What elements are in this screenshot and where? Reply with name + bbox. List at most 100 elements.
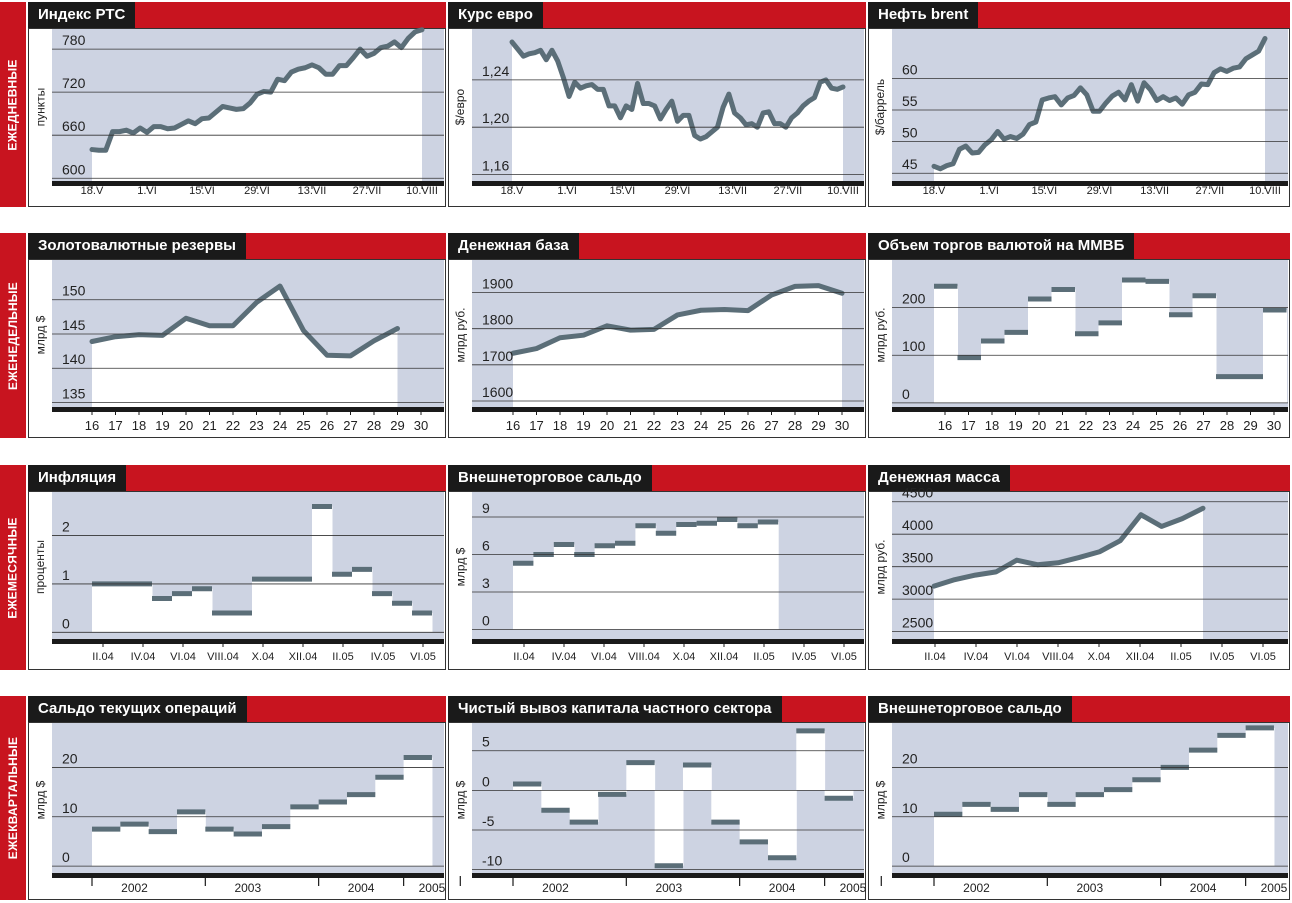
x-tick-label: 17 [108,418,122,433]
step-fill [352,569,373,633]
step-fill [1169,314,1193,403]
y-tick-label: 55 [902,93,918,109]
chart-title: Денежная масса [868,465,1010,491]
row-bar [0,2,26,207]
series-fill [512,42,843,185]
y-tick-label: 1900 [482,276,513,292]
x-tick-label: IV.04 [552,651,577,663]
x-tick-label: 10.VIII [827,185,859,197]
x-tick-label: 26 [741,418,755,433]
x-tick-label: VIII.04 [207,651,239,663]
x-tick-label: 18.V [501,185,524,197]
step-fill [1145,281,1170,403]
x-tick-label: 20 [600,418,614,433]
step-fill [676,524,698,630]
y-tick-label: 3 [482,575,490,591]
y-tick-label: -5 [482,813,495,829]
x-tick-label: IV.05 [1210,651,1235,663]
step-fill [717,519,738,630]
step-fill [261,826,291,867]
step-fill [615,543,636,630]
chart-frame [28,722,446,900]
series-fill [934,508,1203,642]
x-axis-bar [892,181,1288,186]
step-fill [148,831,178,867]
step-fill [252,579,273,633]
x-tick-label: 18.V [923,185,946,197]
step-fill [569,790,599,823]
step-fill [212,612,233,633]
x-tick-label: XII.04 [1126,651,1155,663]
x-tick-label: 21 [1055,418,1069,433]
step-fill [172,593,193,633]
step-fill [176,811,206,867]
x-tick-label: XII.04 [710,651,739,663]
y-tick-label: 135 [62,385,86,401]
y-tick-label: 2 [62,519,70,535]
x-tick-label: IV.05 [792,651,817,663]
y-tick-label: 2500 [902,615,933,631]
step-fill [1245,727,1275,867]
step-fill [1188,750,1218,867]
y-tick-label: 50 [902,125,918,141]
x-tick-label: 24 [1126,418,1140,433]
step-fill [1217,735,1247,867]
step-fill [1047,804,1077,867]
x-tick-label: 2004 [1190,881,1217,895]
x-tick-label: 26 [320,418,334,433]
chart-title: Внешнеторговое сальдо [868,696,1072,722]
y-tick-label: 3500 [902,550,933,566]
x-tick-label: 2005 [419,881,446,895]
step-fill [312,506,333,633]
x-tick-label: 2003 [1076,881,1103,895]
row-bar [0,696,26,900]
chart-frame [28,259,446,438]
series-line [89,283,400,359]
y-tick-label: 660 [62,118,86,134]
x-axis-bar [52,639,444,644]
chart-frame [448,722,866,900]
step-fill [990,809,1020,867]
x-axis-bar [892,873,1288,878]
chart-frame [868,491,1290,670]
y-tick-label: 6 [482,538,490,554]
step-fill [372,593,393,633]
x-tick-label: 29 [1243,418,1257,433]
y-tick-label: 150 [62,283,86,299]
y-tick-label: -10 [482,853,502,869]
x-tick-label: 28 [367,418,381,433]
x-tick-label: VIII.04 [1042,651,1074,663]
x-tick-label: 23 [670,418,684,433]
y-tick-label: 600 [62,161,86,177]
y-tick-label: 200 [902,291,926,307]
step-fill [1132,779,1162,867]
step-fill [1075,794,1105,867]
step-fill [152,598,173,633]
x-tick-label: 1.VI [979,185,999,197]
x-tick-label: 21 [202,418,216,433]
y-tick-label: 0 [482,613,490,629]
x-tick-label: 15.VI [609,185,635,197]
x-tick-label: 15.VI [1031,185,1057,197]
x-tick-label: 10.VIII [1249,185,1281,197]
y-tick-label: 1600 [482,384,513,400]
x-tick-label: 30 [414,418,428,433]
x-tick-label: 19 [155,418,169,433]
y-tick-label: 10 [902,800,918,816]
x-tick-label: II.05 [753,651,774,663]
y-tick-label: 1800 [482,312,513,328]
x-tick-label: 27.VII [1195,185,1224,197]
x-tick-label: II.04 [513,651,534,663]
x-tick-label: 20 [179,418,193,433]
chart-frame [868,259,1290,438]
series-line [510,283,845,356]
x-tick-label: 29 [811,418,825,433]
x-tick-label: X.04 [252,651,275,663]
x-axis-bar [52,873,444,878]
chart-frame [868,28,1290,207]
step-fill [120,824,150,867]
step-fill [1098,322,1123,403]
